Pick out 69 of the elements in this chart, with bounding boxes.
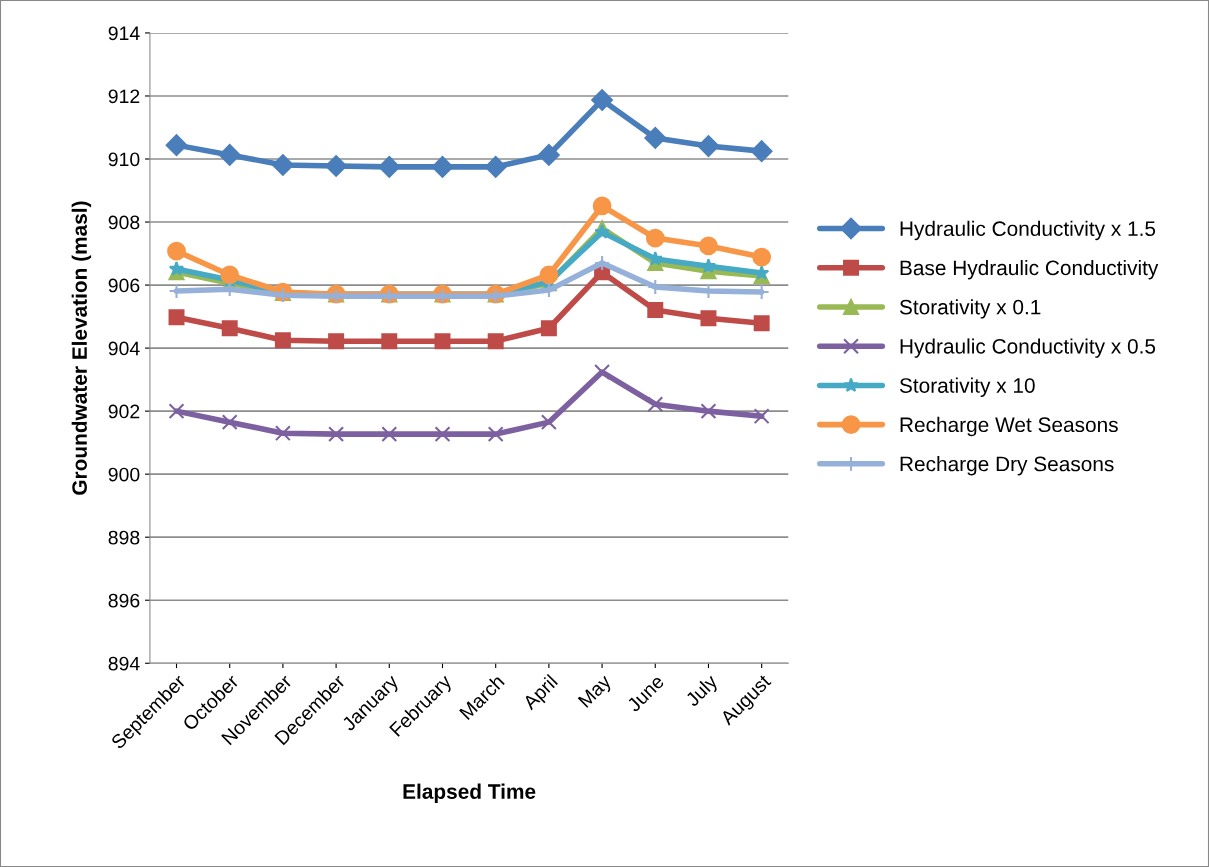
point [753,315,770,332]
legend-label: Storativity x 10 [899,377,1035,398]
point [434,333,451,350]
point [700,310,717,327]
point [378,156,401,178]
y-tick-label: 904 [108,341,140,356]
x-tick-label: May [577,673,615,711]
point [221,414,238,431]
point [699,236,718,256]
point [484,156,507,178]
x-tick-label: July [684,673,722,711]
point [431,156,454,178]
y-tick-label: 898 [108,530,140,545]
point [221,320,238,337]
point [487,426,504,443]
legend-label: Recharge Dry Seasons [900,456,1114,476]
point [700,403,717,420]
point [752,247,772,267]
point [168,403,185,420]
point [594,364,611,381]
point [750,140,773,162]
point [274,425,291,442]
point [753,408,770,425]
point [754,265,770,280]
point [647,396,664,413]
point [645,228,665,248]
point [647,301,664,318]
point [167,241,186,261]
point [325,155,347,177]
legend-label: Hydraulic Conductivity x 1.5 [900,220,1156,241]
point [381,333,398,350]
point [591,89,613,111]
point [592,196,612,216]
point [538,144,560,166]
point [168,261,185,276]
point [644,127,667,149]
y-axis-title: Groundwater Elevation (masl) [71,201,92,495]
y-tick-label: 894 [108,656,140,671]
y-tick-label: 900 [108,467,140,482]
point [165,134,188,156]
point [539,265,559,285]
y-tick-label: 902 [108,404,140,419]
y-tick-label: 896 [108,593,140,608]
legend-label: Hydraulic Conductivity x 0.5 [900,338,1156,358]
point [168,309,185,326]
point [594,224,610,239]
point [381,426,398,443]
legend-label: Base Hydraulic Conductivity [900,259,1159,280]
y-tick-label: 910 [108,152,140,167]
y-tick-label: 914 [108,26,140,41]
point [328,333,345,350]
x-axis-title: Elapsed Time [403,783,536,804]
y-tick-label: 908 [108,215,140,230]
y-tick-label: 906 [108,278,140,293]
point [218,144,241,166]
point [272,154,294,176]
legend-label: Recharge Wet Seasons [900,416,1118,437]
point [220,265,240,285]
point [697,135,720,157]
point [540,414,557,431]
point [434,426,451,443]
point [487,333,504,350]
point [274,332,291,349]
point [328,426,345,443]
point [594,255,611,271]
legend-label: Storativity x 0.1 [899,299,1041,319]
x-tick-label: June [626,674,665,713]
point [540,320,557,337]
y-tick-label: 912 [108,89,140,104]
